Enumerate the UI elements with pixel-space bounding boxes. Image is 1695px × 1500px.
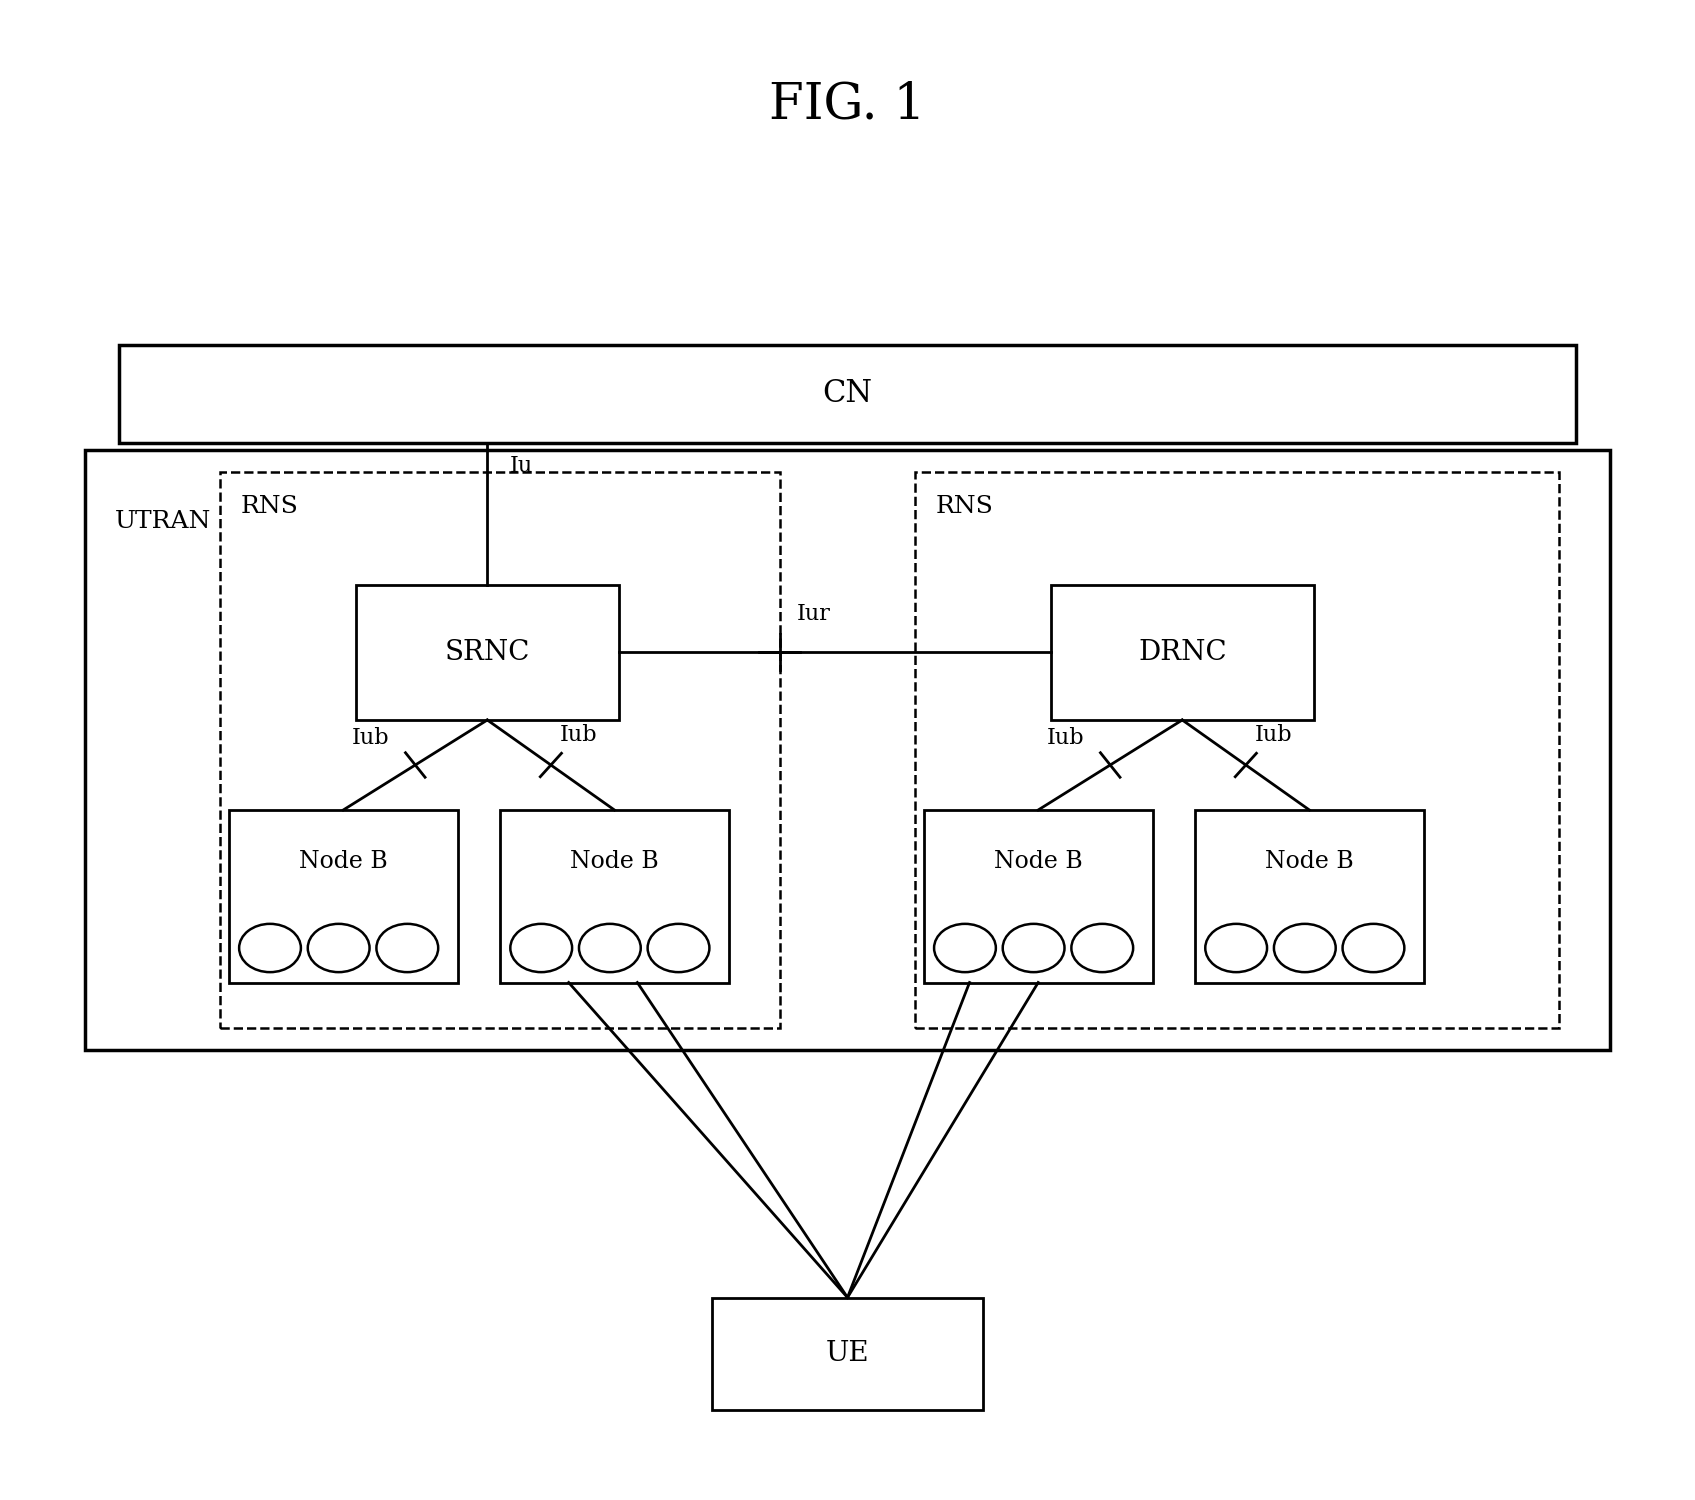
Bar: [1195, 810, 1424, 982]
Text: DRNC: DRNC: [1137, 639, 1227, 666]
Bar: [915, 472, 1559, 1028]
Text: Iub: Iub: [1048, 728, 1085, 748]
Text: Iu: Iu: [508, 454, 532, 477]
Text: Node B: Node B: [993, 850, 1083, 873]
Ellipse shape: [1275, 924, 1336, 972]
Text: RNS: RNS: [936, 495, 993, 517]
Ellipse shape: [1003, 924, 1064, 972]
Text: UTRAN: UTRAN: [115, 510, 212, 534]
Bar: [924, 810, 1153, 982]
Text: SRNC: SRNC: [444, 639, 531, 666]
Bar: [1051, 585, 1314, 720]
Ellipse shape: [239, 924, 302, 972]
Text: CN: CN: [822, 378, 873, 410]
Bar: [85, 450, 1610, 1050]
Text: Iub: Iub: [1254, 724, 1292, 746]
Bar: [500, 810, 729, 982]
Text: FIG. 1: FIG. 1: [770, 81, 925, 129]
Text: Node B: Node B: [570, 850, 659, 873]
Ellipse shape: [1342, 924, 1405, 972]
Bar: [119, 345, 1576, 442]
Bar: [356, 585, 619, 720]
Ellipse shape: [1205, 924, 1268, 972]
Ellipse shape: [510, 924, 573, 972]
Ellipse shape: [1071, 924, 1134, 972]
Bar: [220, 472, 780, 1028]
Ellipse shape: [647, 924, 710, 972]
Bar: [229, 810, 458, 982]
Text: Iub: Iub: [353, 728, 390, 748]
Ellipse shape: [376, 924, 439, 972]
Ellipse shape: [308, 924, 370, 972]
Text: RNS: RNS: [241, 495, 298, 517]
Ellipse shape: [934, 924, 997, 972]
Text: Node B: Node B: [1264, 850, 1354, 873]
Text: Iur: Iur: [797, 603, 831, 625]
Text: Node B: Node B: [298, 850, 388, 873]
Bar: [712, 1298, 983, 1410]
Text: UE: UE: [825, 1341, 870, 1368]
Text: Iub: Iub: [559, 724, 597, 746]
Ellipse shape: [580, 924, 641, 972]
